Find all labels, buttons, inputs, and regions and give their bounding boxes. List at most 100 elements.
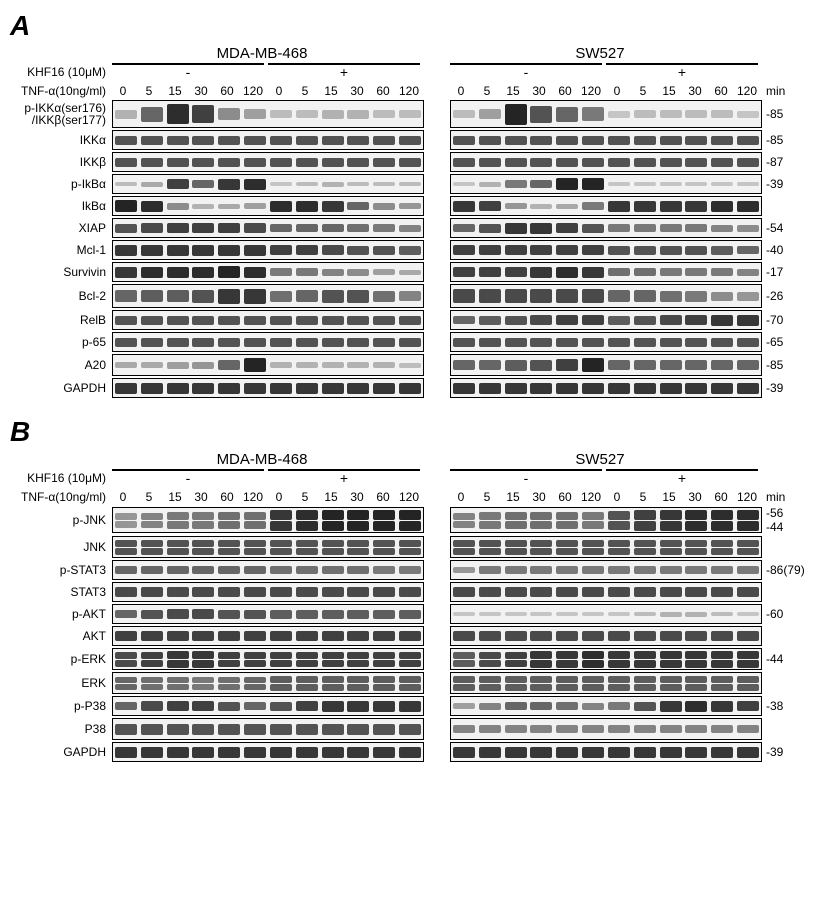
band xyxy=(479,587,501,597)
band xyxy=(141,747,163,758)
blot-row: AKT xyxy=(10,626,814,646)
band xyxy=(322,701,344,712)
blot-strip xyxy=(112,152,424,172)
band xyxy=(505,203,527,209)
lane xyxy=(477,101,503,127)
band xyxy=(347,110,369,119)
lane xyxy=(709,219,735,237)
lane xyxy=(658,508,684,532)
blot-strip xyxy=(112,240,424,260)
lane xyxy=(709,379,735,397)
band xyxy=(634,684,656,691)
band xyxy=(192,338,214,347)
lane xyxy=(345,219,371,237)
band xyxy=(634,660,656,668)
lane xyxy=(451,153,477,171)
lane xyxy=(477,219,503,237)
band xyxy=(530,204,552,209)
band xyxy=(373,338,395,347)
band xyxy=(530,180,552,188)
lane xyxy=(606,355,632,375)
treatment-row: KHF16 (10μM)-+-+ xyxy=(10,62,814,82)
band xyxy=(453,548,475,555)
band xyxy=(296,110,318,118)
band xyxy=(115,660,137,667)
lane xyxy=(709,561,735,579)
lane xyxy=(294,101,320,127)
band xyxy=(296,701,318,711)
band xyxy=(192,136,214,145)
band xyxy=(608,521,630,530)
lane xyxy=(528,627,554,645)
band xyxy=(167,512,189,520)
band xyxy=(192,566,214,574)
lane xyxy=(320,263,346,281)
band xyxy=(582,107,604,121)
blot-strip xyxy=(112,310,424,330)
band xyxy=(347,548,369,555)
band xyxy=(737,548,759,555)
lane xyxy=(294,241,320,259)
band xyxy=(660,338,682,347)
lane xyxy=(371,131,397,149)
lane xyxy=(242,355,268,375)
band xyxy=(347,510,369,520)
lane xyxy=(477,333,503,351)
band xyxy=(244,587,266,597)
band xyxy=(347,684,369,691)
blot-row: A20-85 xyxy=(10,354,814,376)
molecular-weight: -85 xyxy=(762,107,806,121)
cell-line-row: MDA-MB-468SW527 xyxy=(10,44,814,62)
band xyxy=(711,660,733,668)
lane xyxy=(268,241,294,259)
band xyxy=(192,677,214,683)
band xyxy=(453,360,475,370)
lane xyxy=(190,719,216,739)
protein-label: P38 xyxy=(10,723,112,735)
molecular-weight: -39 xyxy=(762,177,806,191)
stimulus-label: TNF-α(10ng/ml) xyxy=(10,490,110,504)
lane xyxy=(683,131,709,149)
lane xyxy=(190,649,216,669)
lane xyxy=(528,605,554,623)
lane xyxy=(554,561,580,579)
lane xyxy=(735,263,761,281)
molecular-weight: -86(79) xyxy=(762,563,806,577)
lane xyxy=(294,355,320,375)
lane xyxy=(580,379,606,397)
band xyxy=(167,724,189,735)
lane xyxy=(113,355,139,375)
lane xyxy=(709,743,735,761)
lane xyxy=(268,697,294,715)
band xyxy=(530,747,552,758)
lane xyxy=(606,333,632,351)
band xyxy=(505,338,527,347)
lane xyxy=(580,101,606,127)
band xyxy=(737,660,759,668)
lane xyxy=(268,263,294,281)
band xyxy=(479,631,501,641)
band xyxy=(453,224,475,232)
band xyxy=(685,338,707,347)
lane xyxy=(554,131,580,149)
band xyxy=(556,338,578,347)
treatment-sign: + xyxy=(604,65,760,79)
band xyxy=(582,289,604,303)
protein-label: IKKβ xyxy=(10,156,112,168)
lane xyxy=(709,719,735,739)
band xyxy=(634,136,656,145)
band xyxy=(556,315,578,325)
lane xyxy=(216,697,242,715)
lane xyxy=(190,583,216,601)
lane xyxy=(683,175,709,193)
band xyxy=(685,747,707,758)
band xyxy=(373,684,395,691)
lane xyxy=(503,697,529,715)
blot-strip xyxy=(450,174,762,194)
lane xyxy=(397,627,423,645)
timepoint: 5 xyxy=(136,84,162,98)
lane xyxy=(683,508,709,532)
lane xyxy=(580,241,606,259)
blot-strip xyxy=(112,332,424,352)
band xyxy=(634,510,656,520)
